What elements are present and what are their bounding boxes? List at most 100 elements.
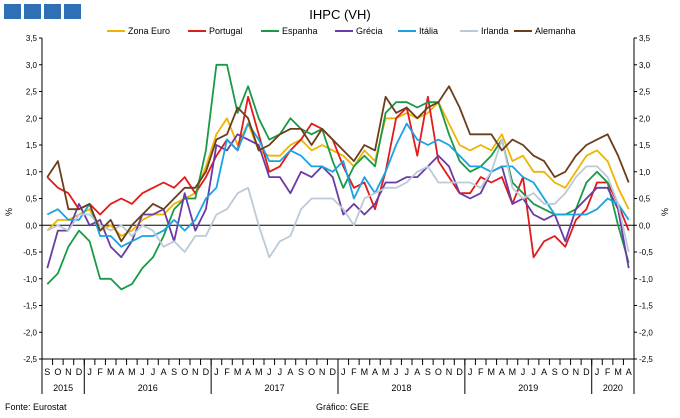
y-tick-label-right: -1,0 — [639, 275, 653, 284]
x-month-label: J — [468, 367, 473, 377]
x-month-label: A — [541, 367, 547, 377]
y-tick-label-left: -2,5 — [23, 355, 37, 364]
x-month-label: J — [521, 367, 526, 377]
y-tick-label-left: -1,0 — [23, 275, 37, 284]
legend-label: Portugal — [209, 26, 243, 36]
x-month-label: M — [488, 367, 496, 377]
legend-label: Itália — [419, 26, 438, 36]
x-month-label: M — [128, 367, 136, 377]
x-month-label: A — [161, 367, 167, 377]
x-month-label: A — [287, 367, 293, 377]
x-month-label: N — [573, 367, 580, 377]
y-tick-label-left: 2,0 — [26, 114, 38, 123]
x-month-label: A — [414, 367, 420, 377]
x-month-label: A — [499, 367, 505, 377]
x-month-label: M — [509, 367, 517, 377]
x-month-label: F — [97, 367, 103, 377]
x-month-label: A — [118, 367, 124, 377]
x-month-label: N — [446, 367, 453, 377]
y-tick-label-right: 0,0 — [639, 221, 651, 230]
y-tick-label-left: -2,0 — [23, 328, 37, 337]
x-month-label: J — [341, 367, 346, 377]
x-month-label: J — [404, 367, 409, 377]
x-month-label: F — [351, 367, 357, 377]
x-month-label: D — [329, 367, 336, 377]
logo-square-icon — [4, 4, 21, 19]
series-line — [46, 138, 630, 259]
logo-square-icon — [64, 4, 81, 19]
x-year-label: 2017 — [265, 383, 285, 393]
x-month-label: D — [76, 367, 83, 377]
x-month-label: M — [361, 367, 369, 377]
x-month-label: O — [435, 367, 442, 377]
series-line — [46, 95, 630, 259]
x-month-label: M — [107, 367, 115, 377]
legend-label: Alemanha — [535, 26, 576, 36]
x-month-label: J — [394, 367, 399, 377]
x-month-label: S — [171, 367, 177, 377]
logo-square-icon — [24, 4, 41, 19]
series-line — [46, 85, 630, 243]
x-month-label: J — [531, 367, 536, 377]
y-tick-label-right: -0,5 — [639, 248, 653, 257]
x-year-label: 2015 — [53, 383, 73, 393]
x-month-label: M — [234, 367, 242, 377]
chart-title: IHPC (VH) — [309, 7, 370, 22]
y-tick-label-right: -2,0 — [639, 328, 653, 337]
y-axis-title-right: % — [660, 208, 670, 216]
x-month-label: D — [203, 367, 210, 377]
x-month-label: M — [614, 367, 622, 377]
x-year-label: 2019 — [518, 383, 538, 393]
y-axis-title-left: % — [4, 208, 14, 216]
y-tick-label-right: 1,0 — [639, 168, 651, 177]
x-month-label: F — [224, 367, 230, 377]
x-month-label: S — [552, 367, 558, 377]
y-tick-label-left: 0,5 — [26, 195, 38, 204]
y-tick-label-right: -1,5 — [639, 302, 653, 311]
x-month-label: J — [140, 367, 145, 377]
x-year-label: 2016 — [138, 383, 158, 393]
y-tick-label-left: 1,0 — [26, 168, 38, 177]
y-tick-label-left: 2,5 — [26, 88, 38, 97]
x-month-label: J — [214, 367, 219, 377]
x-month-label: S — [298, 367, 304, 377]
source-note: Fonte: Eurostat — [5, 402, 67, 412]
x-month-label: M — [382, 367, 390, 377]
logo-square-icon — [44, 4, 61, 19]
x-month-label: J — [151, 367, 156, 377]
x-month-label: O — [308, 367, 315, 377]
x-year-label: 2020 — [603, 383, 623, 393]
x-month-label: O — [562, 367, 569, 377]
legend-label: Zona Euro — [128, 26, 170, 36]
x-month-label: A — [245, 367, 251, 377]
series-line — [46, 133, 630, 269]
x-month-label: D — [583, 367, 590, 377]
y-tick-label-right: 0,5 — [639, 195, 651, 204]
x-month-label: F — [605, 367, 611, 377]
x-month-label: J — [267, 367, 272, 377]
y-tick-label-left: -1,5 — [23, 302, 37, 311]
y-tick-label-left: 3,0 — [26, 61, 38, 70]
y-tick-label-right: 2,5 — [639, 88, 651, 97]
x-month-label: J — [87, 367, 92, 377]
x-month-label: N — [65, 367, 72, 377]
legend-label: Grécia — [356, 26, 383, 36]
series-line — [46, 122, 630, 248]
legend-label: Irlanda — [481, 26, 509, 36]
x-month-label: O — [54, 367, 61, 377]
y-tick-label-right: 3,0 — [639, 61, 651, 70]
x-month-label: A — [372, 367, 378, 377]
x-month-label: D — [456, 367, 463, 377]
x-month-label: F — [478, 367, 484, 377]
x-month-label: N — [192, 367, 199, 377]
legend-label: Espanha — [282, 26, 318, 36]
x-month-label: S — [425, 367, 431, 377]
x-month-label: N — [319, 367, 326, 377]
y-tick-label-left: 1,5 — [26, 141, 38, 150]
x-month-label: M — [255, 367, 263, 377]
y-tick-label-left: 3,5 — [26, 34, 38, 43]
x-month-label: A — [626, 367, 632, 377]
x-month-label: J — [595, 367, 600, 377]
x-month-label: S — [44, 367, 50, 377]
